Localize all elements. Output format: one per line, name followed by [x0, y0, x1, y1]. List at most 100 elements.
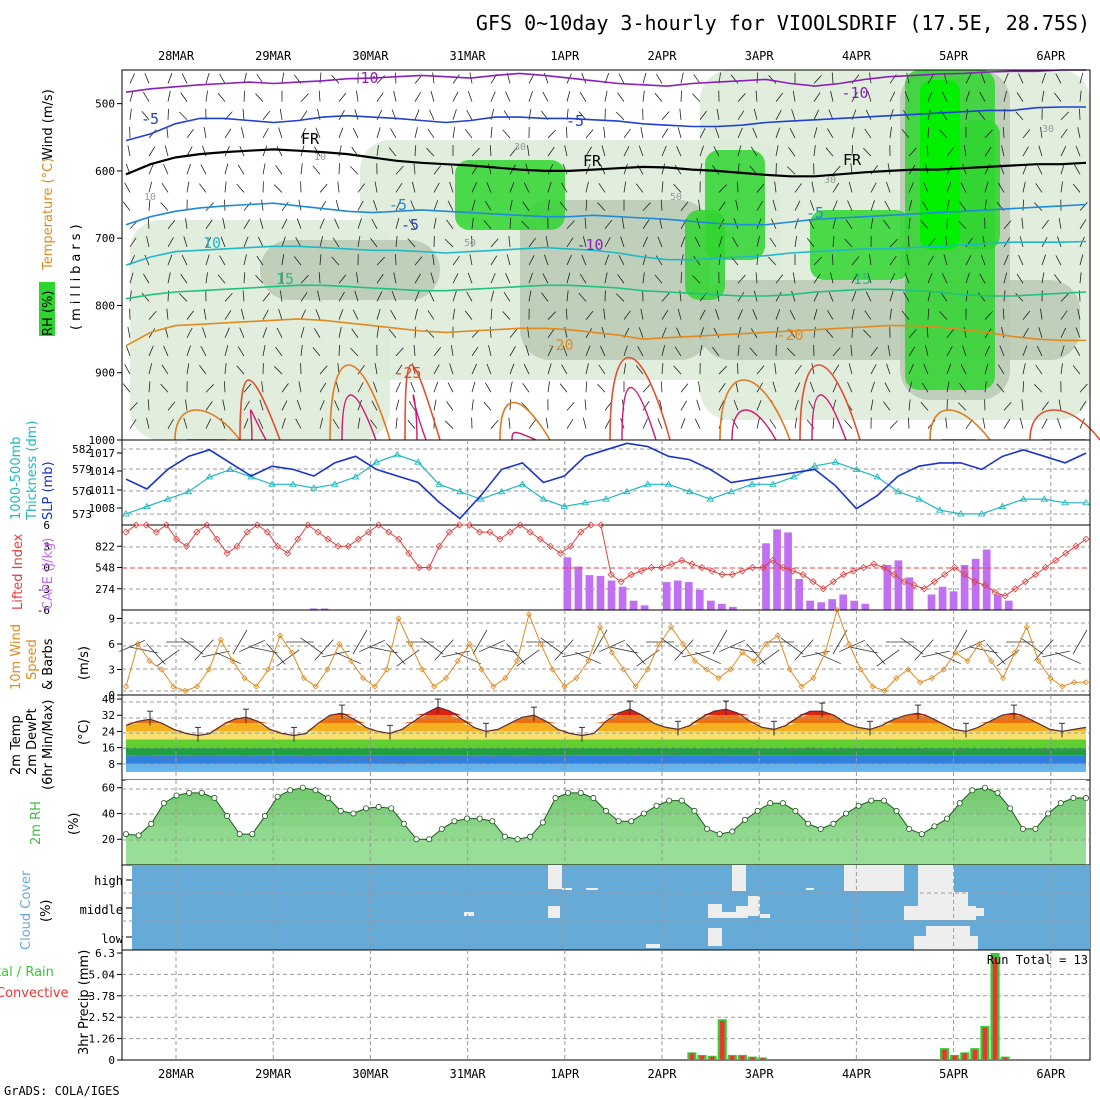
- wind-barb: [984, 181, 989, 193]
- slp-tick: 1014: [89, 465, 116, 478]
- wind-barb: [901, 310, 910, 320]
- surface-barb: [232, 629, 248, 655]
- wind-barb: [273, 366, 283, 375]
- rh-tick: 60: [102, 782, 115, 795]
- wind-barb: [984, 311, 993, 320]
- wind-barb: [1019, 417, 1024, 429]
- wind-marker: [158, 666, 165, 673]
- date-label: 6APR: [1036, 49, 1066, 63]
- wind-barb: [870, 182, 877, 193]
- wind-marker: [727, 666, 734, 673]
- wind-barb: [181, 73, 188, 84]
- li-marker: [162, 521, 170, 529]
- wind-barb: [490, 238, 499, 248]
- wind-barb: [167, 219, 176, 230]
- wind-barb: [508, 235, 511, 247]
- top-date-axis: 28MAR 29MAR 30MAR 31MAR 1APR 2APR 3APR 4APR 5APR…: [158, 49, 1066, 63]
- surface-barb: [876, 649, 900, 667]
- slp-tick: 1017: [89, 447, 116, 460]
- li-marker: [617, 578, 625, 586]
- li-marker: [526, 528, 534, 536]
- li-marker: [647, 563, 656, 572]
- wind-marker: [905, 666, 912, 673]
- wind-barb: [756, 183, 765, 193]
- wind-marker: [490, 683, 497, 690]
- wind-barb: [148, 363, 153, 375]
- surface-barb: [202, 650, 230, 658]
- wind-barb: [869, 254, 872, 266]
- wind-barb: [870, 200, 875, 211]
- wind-barb: [604, 272, 608, 284]
- thickness-marker: [915, 495, 923, 502]
- wind-barb: [374, 363, 378, 375]
- thickness-marker: [247, 473, 256, 480]
- li-marker: [395, 535, 403, 543]
- wind-barb: [542, 91, 549, 102]
- rh-marker: [236, 831, 243, 838]
- wind-barb: [564, 145, 568, 157]
- wind-barb: [466, 291, 473, 302]
- wind-axis: 9 6 3 0: [108, 613, 122, 702]
- wind-barb: [276, 327, 283, 338]
- wind-barb: [680, 90, 682, 102]
- wind10m-speed-label: Speed: [25, 639, 40, 680]
- surface-barb: [730, 646, 758, 654]
- wind-marker: [656, 640, 663, 648]
- wind-barb: [528, 419, 536, 429]
- wind-barb: [789, 309, 796, 320]
- wind-barb: [680, 400, 687, 411]
- wind-barb: [772, 199, 777, 211]
- wind-barb: [255, 274, 264, 284]
- wind-barb: [884, 382, 891, 393]
- cloud-fraction: [918, 865, 954, 893]
- wind-barb: [732, 418, 739, 429]
- wind-barb: [661, 327, 667, 338]
- li-marker: [324, 535, 332, 543]
- wind-barb: [449, 181, 454, 193]
- wind-marker: [952, 649, 959, 656]
- precip-convective-bar: [699, 1055, 705, 1060]
- rh-marker: [1019, 825, 1026, 832]
- wind-barb: [699, 309, 706, 320]
- wind-barb: [160, 383, 169, 393]
- wind-barb: [547, 129, 556, 139]
- wind-barb: [615, 111, 625, 121]
- wind-barb: [1041, 90, 1045, 102]
- wind-barb: [923, 363, 929, 375]
- li-marker: [910, 581, 918, 589]
- cape-bar: [607, 580, 616, 610]
- wind-marker: [597, 623, 604, 631]
- wind-barb: [433, 381, 439, 393]
- rh-marker: [148, 820, 155, 827]
- wind-marker: [395, 615, 402, 622]
- wind-marker: [146, 657, 153, 665]
- wind-barb: [831, 254, 834, 266]
- wind-barb: [693, 255, 701, 266]
- wind-barb: [959, 383, 967, 393]
- thickness-marker: [268, 480, 276, 487]
- li-marker: [425, 563, 433, 572]
- isotherm-lines: [125, 69, 1100, 441]
- temp-grid: [122, 695, 1090, 780]
- temperature-label: Temperature (°C): [41, 158, 56, 271]
- wind-barb: [1060, 363, 1063, 375]
- wind-barb: [129, 108, 132, 120]
- wind-barb: [167, 90, 171, 102]
- wind-barb: [357, 382, 364, 393]
- wind-barb: [642, 236, 649, 248]
- wind-barb: [414, 256, 423, 266]
- wind-marker: [893, 674, 900, 682]
- wind-marker: [762, 640, 770, 648]
- thickness-marker: [852, 465, 861, 473]
- wind-barb: [582, 236, 587, 248]
- rh2m-panel: 60 40 20 2m RH (%): [29, 779, 1091, 866]
- li-marker: [637, 567, 645, 575]
- wind-barb: [243, 383, 252, 393]
- thickness-marker: [894, 487, 902, 495]
- wind-barb: [642, 401, 650, 411]
- wind-barb: [357, 417, 361, 429]
- wind-barb: [642, 202, 651, 211]
- wind-barb: [509, 363, 515, 375]
- wind-barb: [844, 420, 853, 429]
- wind-marker: [217, 636, 224, 643]
